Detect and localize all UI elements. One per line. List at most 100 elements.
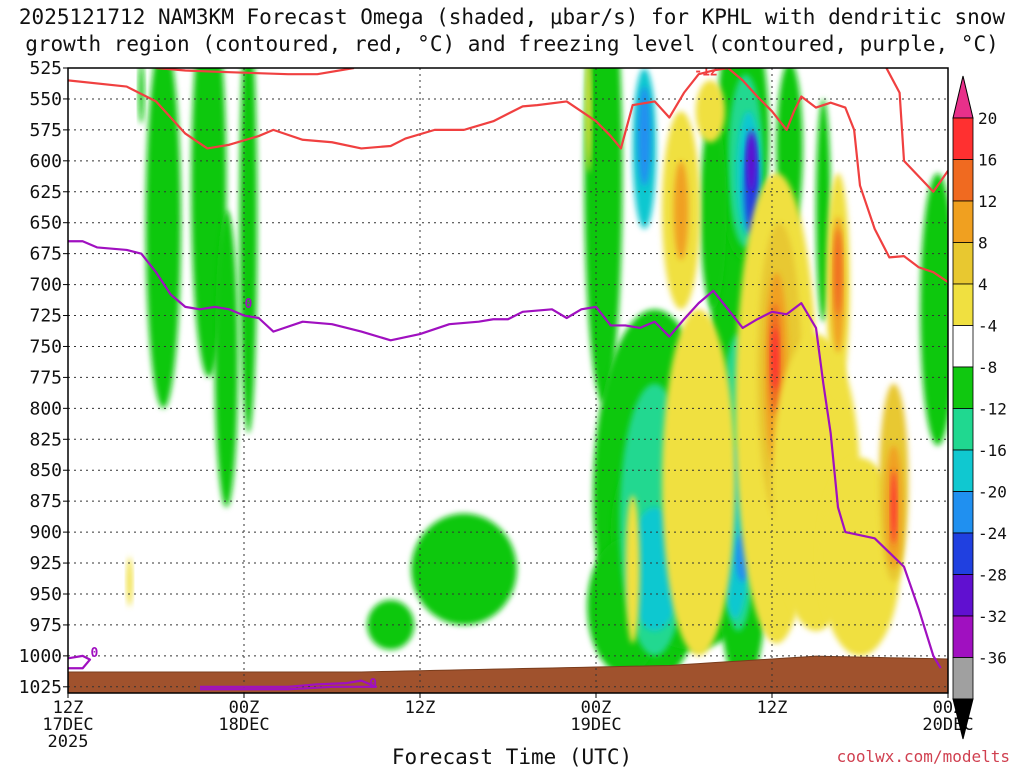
x-tick-label: 12Z xyxy=(53,698,84,718)
colorbar: 20 16 12 8 4 -4 -8 -12 -16 -20 -24 -28 -32 -36 xyxy=(952,75,1007,740)
y-tick-label: 875 xyxy=(29,491,62,512)
omega-blob xyxy=(367,600,415,650)
x-tick-label: 18DEC xyxy=(218,715,269,735)
colorbar-swatch xyxy=(952,283,974,326)
colorbar-label: -32 xyxy=(978,607,1007,626)
y-tick-label: 1025 xyxy=(19,677,62,698)
y-tick-label: 625 xyxy=(29,182,62,203)
colorbar-swatch xyxy=(952,408,974,451)
omega-blob xyxy=(890,470,897,545)
omega-blob xyxy=(637,86,652,186)
contour-series-1 xyxy=(885,68,948,193)
omega-blob xyxy=(700,111,727,310)
x-tick-label: 00Z xyxy=(229,698,260,718)
y-tick-label: 975 xyxy=(29,615,62,636)
omega-blob xyxy=(771,327,779,390)
colorbar-label: 8 xyxy=(978,234,988,253)
colorbar-label: -28 xyxy=(978,566,1007,585)
x-tick-label: 12Z xyxy=(405,698,436,718)
colorbar-label: -20 xyxy=(978,483,1007,502)
colorbar-swatch xyxy=(952,200,974,243)
contour-series-4 xyxy=(200,679,378,691)
colorbar-swatch xyxy=(952,159,974,202)
contour-series-3 xyxy=(68,240,942,669)
contour-lines: -12 0 0 0 xyxy=(68,64,948,692)
y-tick-label: 925 xyxy=(29,553,62,574)
colorbar-swatch xyxy=(952,491,974,534)
omega-blob xyxy=(138,68,145,124)
chart-title: 2025121712 NAM3KM Forecast Omega (shaded… xyxy=(18,5,1006,56)
y-tick-label: 675 xyxy=(29,244,62,265)
omega-blob xyxy=(695,80,726,143)
colorbar-label: 20 xyxy=(978,109,997,128)
colorbar-swatch xyxy=(952,242,974,285)
colorbar-swatch xyxy=(952,366,974,409)
contour-label: 0 xyxy=(244,297,252,312)
colorbar-swatch xyxy=(952,325,974,368)
omega-blob xyxy=(625,494,641,644)
omega-blob xyxy=(126,556,133,607)
colorbar-bottom-arrow xyxy=(952,698,974,740)
colorbar-label: -36 xyxy=(978,649,1007,668)
x-tick-label: 00Z xyxy=(581,698,612,718)
contour-series-2 xyxy=(155,68,355,76)
site-credit: coolwx.com/modelts xyxy=(836,747,1010,766)
y-tick-label: 725 xyxy=(29,306,62,327)
colorbar-swatch xyxy=(952,532,974,575)
colorbar-label: -24 xyxy=(978,524,1007,543)
colorbar-label: 16 xyxy=(978,151,997,170)
colorbar-label: -12 xyxy=(978,400,1007,419)
colorbar-swatch xyxy=(952,449,974,492)
colorbar-label: -16 xyxy=(978,441,1007,460)
y-tick-label: 575 xyxy=(29,120,62,141)
terrain-fill xyxy=(68,655,948,693)
omega-blob xyxy=(214,210,239,508)
colorbar-label: 12 xyxy=(978,192,997,211)
x-tick-label: 17DEC xyxy=(42,715,93,735)
y-tick-label: 525 xyxy=(29,58,62,79)
y-tick-label: 750 xyxy=(29,336,62,357)
y-tick-label: 550 xyxy=(29,89,62,110)
omega-blob xyxy=(747,129,756,192)
plot-frame xyxy=(67,67,949,694)
colorbar-top-arrow xyxy=(952,75,974,119)
y-tick-label: 900 xyxy=(29,522,62,543)
colorbar-swatch xyxy=(952,615,974,658)
contour-label: -12 xyxy=(694,64,717,79)
omega-blob xyxy=(411,513,517,625)
y-tick-label: 775 xyxy=(29,367,62,388)
y-tick-label: 950 xyxy=(29,584,62,605)
omega-blob xyxy=(834,228,842,316)
colorbar-label: 4 xyxy=(978,275,988,294)
omega-blob xyxy=(585,68,592,174)
contour-label: 0 xyxy=(369,677,377,692)
colorbar-label: -8 xyxy=(978,358,997,377)
x-tick-label: 12Z xyxy=(757,698,788,718)
y-axis: 525 550 575 600 625 650 675 700 725 750 775 800 825 8… xyxy=(19,58,68,698)
colorbar-swatch xyxy=(952,117,974,160)
y-tick-label: 650 xyxy=(29,213,62,234)
x-tick-label: 2025 xyxy=(48,732,89,752)
y-tick-label: 1000 xyxy=(19,646,62,667)
colorbar-swatch xyxy=(952,657,974,700)
colorbar-label: -4 xyxy=(978,317,997,336)
y-tick-label: 825 xyxy=(29,429,62,450)
colorbar-swatch xyxy=(952,574,974,617)
contour-series-0 xyxy=(68,68,948,284)
x-tick-label: 19DEC xyxy=(570,715,621,735)
omega-blob xyxy=(673,160,689,260)
omega-blob xyxy=(920,173,948,446)
omega-blob xyxy=(145,68,181,409)
omega-blob xyxy=(584,68,623,403)
y-tick-label: 600 xyxy=(29,151,62,172)
terrain-area xyxy=(68,655,948,693)
y-tick-label: 850 xyxy=(29,460,62,481)
contour-label: 0 xyxy=(90,646,98,661)
y-tick-label: 700 xyxy=(29,275,62,296)
contour-series-5 xyxy=(68,654,92,670)
y-tick-label: 800 xyxy=(29,398,62,419)
omega-blob xyxy=(662,309,736,656)
x-axis-label: Forecast Time (UTC) xyxy=(391,745,633,769)
